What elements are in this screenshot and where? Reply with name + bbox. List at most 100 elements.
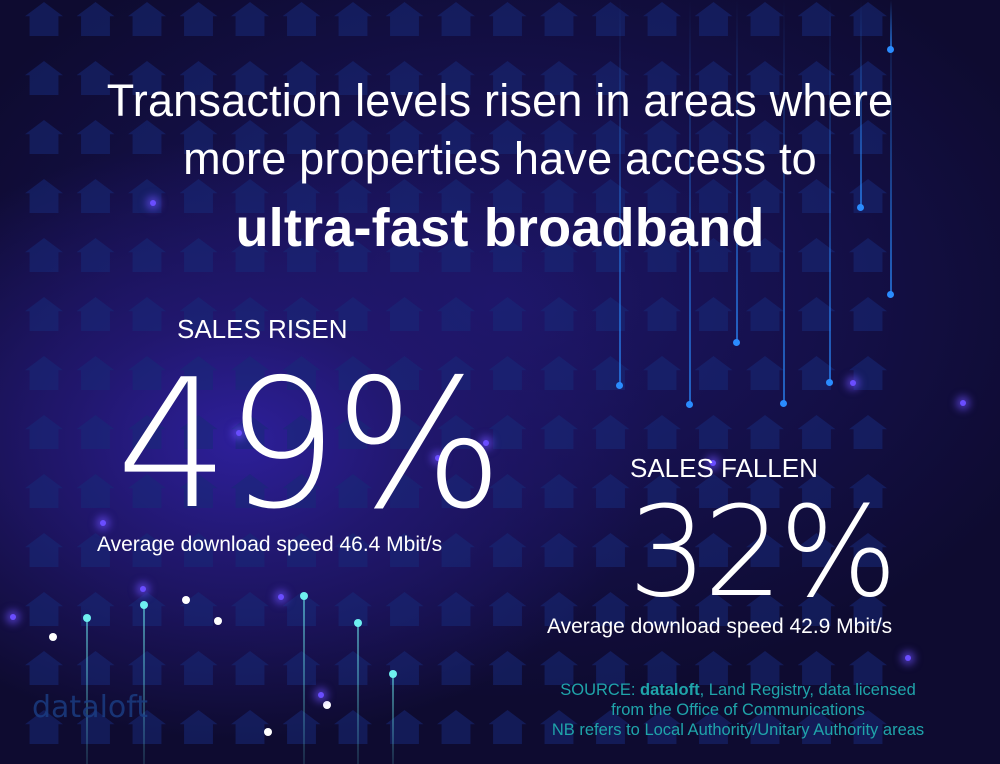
light-line: [860, 0, 862, 208]
house-icon: [540, 2, 578, 36]
house-icon: [25, 474, 63, 508]
light-dot: [887, 291, 894, 298]
house-icon: [643, 415, 681, 449]
light-dot: [300, 592, 308, 600]
light-dot: [857, 204, 864, 211]
house-icon: [282, 651, 321, 685]
house-icon: [76, 415, 115, 449]
house-icon: [797, 415, 836, 449]
house-icon: [25, 592, 63, 626]
light-line: [689, 0, 691, 405]
light-dot: [780, 400, 787, 407]
glow-dot: [960, 400, 966, 406]
glow-dot: [905, 655, 911, 661]
glow-dot: [236, 430, 242, 436]
house-icon: [76, 297, 115, 331]
house-icon: [25, 415, 63, 449]
glow-dot: [710, 460, 716, 466]
dataloft-watermark: dataloft: [32, 690, 149, 725]
glow-dot: [278, 594, 284, 600]
house-icon: [76, 356, 115, 390]
house-icon: [25, 533, 63, 567]
source-prefix: SOURCE:: [560, 681, 640, 699]
sales-risen-label: SALES RISEN: [177, 314, 348, 344]
light-dot: [140, 601, 148, 609]
light-line: [267, 732, 269, 764]
house-icon: [282, 710, 321, 744]
house-icon: [76, 474, 115, 508]
glow-dot: [150, 200, 156, 206]
house-icon: [385, 2, 424, 36]
house-icon: [643, 2, 681, 36]
light-line: [357, 623, 359, 764]
house-icon: [591, 415, 630, 449]
house-icon: [488, 2, 527, 36]
source-line-2: from the Office of Communications: [611, 701, 865, 719]
house-icon: [76, 592, 115, 626]
light-dot: [733, 339, 740, 346]
source-brand: dataloft: [640, 681, 700, 699]
house-icon: [694, 2, 733, 36]
house-icon: [849, 2, 887, 36]
house-icon: [488, 592, 527, 626]
house-icon: [849, 415, 887, 449]
house-icon: [334, 651, 372, 685]
house-icon: [76, 2, 115, 36]
house-icon: [746, 297, 784, 331]
glow-dot: [483, 440, 489, 446]
light-line: [217, 621, 219, 764]
headline: Transaction levels risen in areas where …: [0, 72, 1000, 268]
glow-dot: [435, 455, 441, 461]
light-dot: [49, 633, 57, 641]
house-icon: [540, 474, 578, 508]
light-dot: [389, 670, 397, 678]
light-line: [326, 705, 328, 764]
house-icon: [540, 533, 578, 567]
house-icon: [231, 651, 269, 685]
house-icon: [128, 651, 166, 685]
house-icon: [437, 592, 475, 626]
light-line: [890, 0, 892, 295]
light-line: [619, 0, 621, 386]
house-icon: [385, 297, 424, 331]
house-icon: [746, 415, 784, 449]
house-icon: [334, 2, 372, 36]
sales-fallen-value: 32%: [628, 480, 898, 625]
house-icon: [746, 2, 784, 36]
light-line: [143, 605, 145, 764]
house-icon: [591, 2, 630, 36]
house-icon: [437, 651, 475, 685]
headline-line-1: Transaction levels risen in areas where: [106, 75, 894, 126]
sales-risen-value: 49%: [116, 341, 504, 548]
house-icon: [540, 297, 578, 331]
house-icon: [128, 2, 166, 36]
house-icon: [25, 651, 63, 685]
house-icon: [643, 356, 681, 390]
light-dot: [214, 617, 222, 625]
house-icon: [282, 2, 321, 36]
sales-risen-speed: Average download speed 46.4 Mbit/s: [97, 533, 443, 556]
house-icon: [437, 297, 475, 331]
light-line: [185, 600, 187, 764]
light-dot: [354, 619, 362, 627]
light-dot: [83, 614, 91, 622]
house-icon: [591, 533, 630, 567]
source-note: SOURCE: dataloft, Land Registry, data li…: [520, 680, 956, 740]
house-icon: [591, 356, 630, 390]
house-icon: [128, 297, 166, 331]
glow-dot: [140, 586, 146, 592]
house-icon: [694, 415, 733, 449]
house-icon: [849, 297, 887, 331]
house-icon: [231, 2, 269, 36]
headline-line-2: more properties have access to: [183, 133, 817, 184]
house-icon: [746, 356, 784, 390]
glow-dot: [850, 380, 856, 386]
house-icon: [540, 415, 578, 449]
light-dot: [887, 46, 894, 53]
house-icon: [179, 2, 218, 36]
sales-fallen-label: SALES FALLEN: [630, 453, 818, 483]
house-icon: [437, 710, 475, 744]
light-dot: [686, 401, 693, 408]
